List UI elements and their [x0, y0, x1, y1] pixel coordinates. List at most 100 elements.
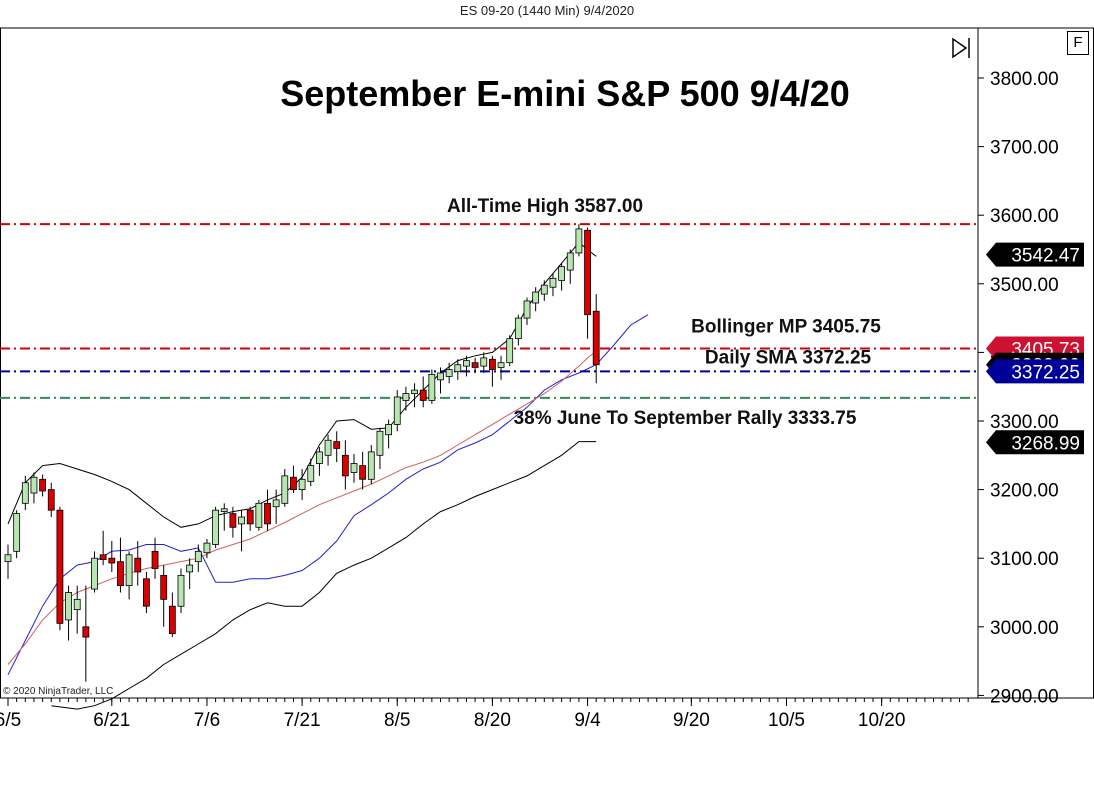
- candle-body: [454, 364, 462, 373]
- candle: [376, 427, 384, 470]
- candle-body: [445, 369, 453, 377]
- candle-body: [497, 362, 505, 368]
- candle-body: [523, 300, 531, 319]
- candle-body: [298, 478, 306, 490]
- candle-body: [177, 574, 185, 607]
- horizontal-levels: All-Time High 3587.00 Bollinger MP 3405.7…: [0, 196, 978, 429]
- y-tick-label: 2900.00: [990, 686, 1059, 707]
- candle: [177, 568, 185, 614]
- price-marker: 3542.47: [986, 242, 1084, 267]
- candle: [359, 451, 367, 490]
- candle-body: [419, 389, 427, 401]
- candle: [307, 458, 315, 487]
- candle-body: [307, 465, 315, 482]
- candle-body: [108, 557, 116, 564]
- candle-body: [151, 550, 159, 569]
- candle: [264, 489, 271, 531]
- candle: [298, 469, 306, 500]
- candle: [56, 506, 64, 631]
- y-tick-label: 3200.00: [990, 481, 1059, 502]
- candle-body: [125, 554, 133, 587]
- candle: [437, 367, 444, 394]
- candle-body: [411, 389, 418, 394]
- candle-body: [194, 550, 202, 563]
- level-label: Daily SMA 3372.25: [705, 347, 872, 368]
- candle-body: [142, 578, 150, 607]
- candle-body: [212, 509, 220, 545]
- candle: [212, 506, 220, 548]
- candle: [592, 294, 600, 384]
- copyright-text: © 2020 NinjaTrader, LLC: [3, 686, 113, 697]
- candle-body: [463, 360, 470, 367]
- candle-body: [514, 317, 522, 340]
- candle: [315, 447, 323, 476]
- candle: [186, 558, 194, 590]
- candle-body: [99, 554, 107, 560]
- candle-body: [324, 439, 332, 456]
- price-marker: 3268.99: [986, 430, 1084, 455]
- candle: [324, 434, 332, 466]
- candle: [411, 383, 418, 408]
- candle-body: [82, 626, 90, 638]
- candle-body: [350, 463, 358, 473]
- candle-body: [238, 516, 245, 525]
- candle: [99, 530, 107, 566]
- candle-body: [376, 430, 384, 456]
- y-tick-label: 3000.00: [990, 618, 1059, 639]
- candle-body: [272, 499, 280, 508]
- bollinger-mid-line: [7, 314, 649, 676]
- price-marker-tag: [986, 430, 1084, 455]
- candle-body: [480, 357, 488, 367]
- x-tick-label: 8/20: [474, 710, 511, 731]
- candle: [488, 355, 496, 387]
- candle: [584, 227, 591, 339]
- candle: [471, 357, 479, 373]
- candle: [523, 297, 531, 325]
- candle-body: [506, 338, 514, 364]
- x-tick-label: 10/20: [858, 710, 906, 731]
- candle-body: [549, 277, 557, 288]
- candle: [30, 472, 38, 504]
- candle-body: [532, 291, 540, 304]
- candle: [393, 390, 401, 432]
- candle: [419, 376, 427, 408]
- candle: [255, 499, 263, 531]
- candle: [402, 386, 410, 411]
- y-tick-label: 3500.00: [990, 275, 1059, 296]
- candle-body: [39, 478, 46, 492]
- candle: [73, 585, 81, 634]
- candle-body: [281, 475, 289, 504]
- price-marker-tag: [986, 242, 1084, 267]
- candle-body: [575, 228, 583, 254]
- candle-body: [592, 310, 600, 366]
- skip-to-end-icon[interactable]: [952, 37, 970, 59]
- candle-body: [168, 605, 176, 635]
- candle: [160, 565, 168, 627]
- candle-body: [246, 509, 254, 525]
- candle-body: [264, 502, 271, 525]
- x-tick-label: 9/4: [574, 710, 601, 731]
- price-marker-tag: [986, 359, 1084, 384]
- x-tick-label: 7/21: [284, 710, 321, 731]
- candle: [65, 585, 72, 641]
- sma-curve-line: [7, 350, 597, 665]
- candle-body: [203, 542, 211, 554]
- candle: [142, 571, 150, 614]
- candle-body: [428, 373, 436, 401]
- x-tick-label: 6/5: [0, 710, 21, 731]
- candle-body: [290, 476, 297, 491]
- candle-body: [47, 489, 55, 511]
- price-marker: 3372.25: [986, 359, 1084, 384]
- candle: [350, 453, 358, 483]
- format-button[interactable]: F: [1067, 31, 1089, 55]
- candle: [117, 537, 124, 593]
- candle: [532, 287, 540, 312]
- bollinger-lower-line: [51, 441, 597, 710]
- candle-body: [56, 509, 64, 624]
- candle-body: [566, 252, 574, 271]
- candle-body: [393, 396, 401, 425]
- candle: [238, 510, 245, 552]
- candle: [220, 503, 228, 531]
